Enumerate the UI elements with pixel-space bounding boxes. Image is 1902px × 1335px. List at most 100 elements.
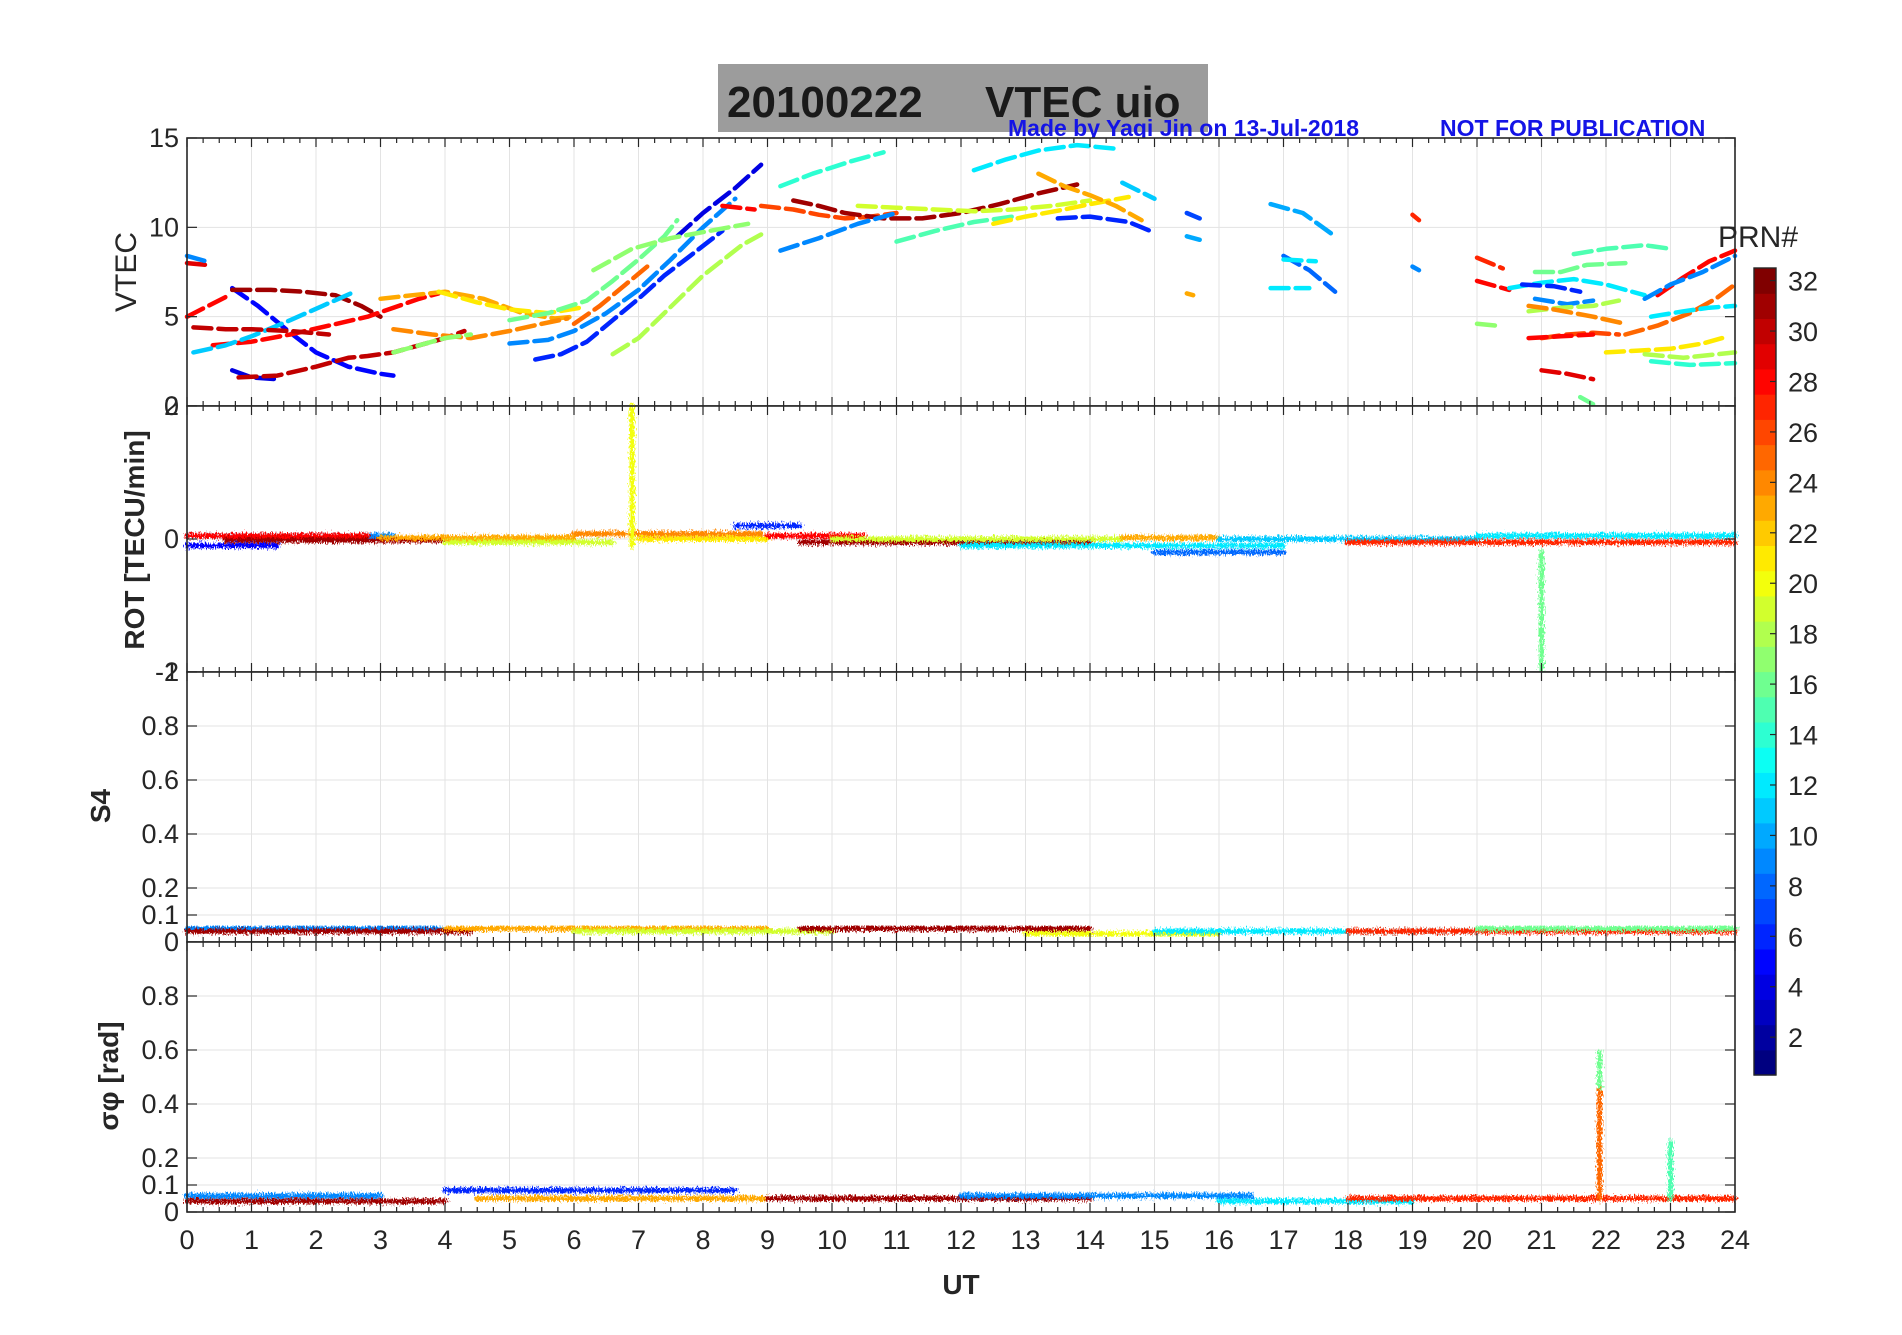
colorbar-label: PRN# <box>1718 221 1798 254</box>
x-tick-label: 20 <box>1462 1225 1492 1255</box>
series-prn-12 <box>1281 257 1319 264</box>
series-group-sigma_phi <box>184 1050 1738 1204</box>
series-prn-21 <box>1603 335 1725 355</box>
series-prn-30 <box>191 325 332 337</box>
x-tick-label: 13 <box>1010 1225 1040 1255</box>
series-prn-27 <box>1410 212 1422 223</box>
colorbar-segment <box>1754 368 1776 395</box>
colorbar-segment <box>1754 923 1776 950</box>
y-tick-label: 10 <box>149 212 179 242</box>
series-prn-23 <box>1184 291 1196 298</box>
colorbar-tick-label: 8 <box>1788 872 1803 902</box>
y-axis-label-sigma_phi: σφ [rad] <box>93 1021 124 1130</box>
series-prn-14 <box>778 150 886 189</box>
series-prn-19 <box>855 198 1093 214</box>
series-prn-28 <box>210 291 441 348</box>
colorbar-segment <box>1754 268 1776 294</box>
colorbar-segment <box>1754 1024 1776 1051</box>
series-prn-9 <box>778 210 899 253</box>
series-prn-6 <box>533 228 725 362</box>
colorbar-segment <box>1754 293 1776 320</box>
x-tick-label: 9 <box>760 1225 775 1255</box>
x-tick-label: 11 <box>882 1225 910 1255</box>
colorbar-tick-label: 30 <box>1788 317 1818 347</box>
y-tick-label: 1 <box>164 657 179 687</box>
series-prn-11 <box>1120 180 1157 201</box>
y-tick-label: 0.4 <box>141 1089 179 1119</box>
colorbar-segment <box>1754 873 1776 900</box>
series-prn-6 <box>1055 214 1157 235</box>
x-axis-label: UT <box>942 1269 979 1300</box>
colorbar-segment <box>1754 621 1776 647</box>
x-tick-label: 22 <box>1591 1225 1621 1255</box>
y-axis-label-rot: ROT [TECU/min] <box>119 430 150 649</box>
series-prn-16 <box>1532 260 1628 275</box>
series-prn-28 <box>1526 332 1596 341</box>
y-axis-label-s4: S4 <box>85 788 116 823</box>
x-tick-label: 10 <box>817 1225 847 1255</box>
colorbar-tick-label: 18 <box>1788 620 1818 650</box>
y-tick-label: 0.8 <box>141 711 179 741</box>
y-tick-label: 15 <box>149 123 179 153</box>
y-tick-label: -2 <box>155 657 179 687</box>
colorbar-tick-label: 2 <box>1788 1023 1803 1053</box>
y-tick-label: 0.2 <box>141 1143 179 1173</box>
colorbar-tick-label: 26 <box>1788 418 1818 448</box>
colorbar-tick-label: 32 <box>1788 267 1818 297</box>
series-prn-23 <box>1036 171 1144 223</box>
series-prn-9 <box>1642 253 1738 302</box>
colorbar-tick-label: 28 <box>1788 367 1818 397</box>
x-tick-label: 24 <box>1720 1225 1750 1255</box>
colorbar-segment <box>1754 1049 1776 1076</box>
credit-text: Made by Yaqi Jin on 13-Jul-2018 <box>1008 115 1359 141</box>
colorbar-segment <box>1754 444 1776 471</box>
y-tick-label: 2 <box>164 391 179 421</box>
colorbar-segment <box>1754 394 1776 420</box>
colorbar-tick-label: 16 <box>1788 670 1818 700</box>
series-prn-9 <box>1410 264 1422 273</box>
colorbar-tick-label: 20 <box>1788 569 1818 599</box>
series-prn-18 <box>610 232 764 357</box>
series-prn-25 <box>571 260 654 327</box>
colorbar-segment <box>1754 999 1776 1026</box>
colorbar-tick-label: 22 <box>1788 519 1818 549</box>
panel-vtec: 0 5 10 15 VTEC <box>110 123 1738 421</box>
series-prn-6 <box>1519 282 1583 294</box>
series-group-s4 <box>184 926 1738 937</box>
x-tick-label: 15 <box>1139 1225 1169 1255</box>
colorbar-segment <box>1754 772 1776 799</box>
colorbar-tick-label: 6 <box>1788 922 1803 952</box>
colorbar-segment <box>1754 721 1776 748</box>
colorbar-segment <box>1754 646 1776 673</box>
colorbar-segment <box>1754 520 1776 547</box>
colorbar-segment <box>1754 494 1776 521</box>
x-tick-label: 16 <box>1204 1225 1234 1255</box>
x-tick-label: 2 <box>308 1225 323 1255</box>
x-tick-label: 8 <box>695 1225 710 1255</box>
colorbar-segment <box>1754 747 1776 773</box>
x-tick-label: 5 <box>502 1225 517 1255</box>
series-prn-9 <box>1532 296 1596 307</box>
series-prn-16 <box>507 217 680 323</box>
colorbar-segment <box>1754 948 1776 975</box>
series-group-vtec <box>184 142 1738 407</box>
series-prn-17 <box>1474 321 1499 328</box>
colorbar-tick-label: 10 <box>1788 821 1818 851</box>
series-prn-12 <box>1507 276 1647 298</box>
x-tick-label: 12 <box>946 1225 976 1255</box>
x-tick-label: 21 <box>1526 1225 1556 1255</box>
series-prn-16 <box>1577 394 1596 407</box>
title-date: 20100222 <box>727 78 923 127</box>
colorbar-tick-label: 24 <box>1788 468 1818 498</box>
x-tick-label: 7 <box>631 1225 646 1255</box>
x-tick-label: 23 <box>1655 1225 1685 1255</box>
series-prn-4 <box>674 162 764 239</box>
colorbar-tick-label: 14 <box>1788 721 1818 751</box>
colorbar-segment <box>1754 898 1776 925</box>
y-tick-label: 0.6 <box>141 1035 179 1065</box>
title-background <box>718 64 1208 132</box>
x-tick-label: 6 <box>566 1225 581 1255</box>
